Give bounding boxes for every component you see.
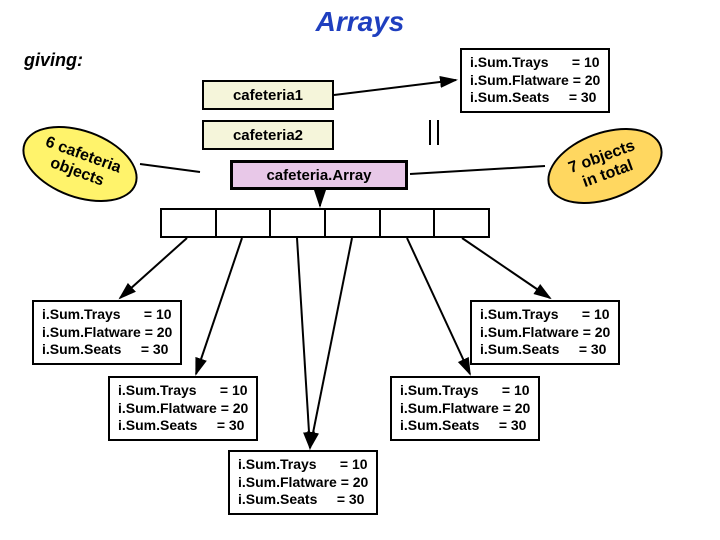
sum-line: i.Sum.Seats = 30 (470, 89, 596, 105)
sum-line: i.Sum.Trays = 10 (238, 456, 368, 472)
sum-line: i.Sum.Flatware = 20 (400, 400, 530, 416)
giving-label: giving: (24, 50, 83, 71)
sum-line: i.Sum.Flatware = 20 (238, 474, 368, 490)
sum-box: i.Sum.Trays = 10 i.Sum.Flatware = 20 i.S… (108, 376, 258, 441)
sum-line: i.Sum.Trays = 10 (400, 382, 530, 398)
sum-box: i.Sum.Trays = 10 i.Sum.Flatware = 20 i.S… (470, 300, 620, 365)
array-slot (269, 208, 324, 238)
sum-line: i.Sum.Trays = 10 (42, 306, 172, 322)
sum-line: i.Sum.Trays = 10 (470, 54, 600, 70)
sum-line: i.Sum.Seats = 30 (480, 341, 606, 357)
sum-line: i.Sum.Seats = 30 (400, 417, 526, 433)
callout-7-objects: 7 objects in total (537, 114, 673, 219)
sum-line: i.Sum.Seats = 30 (42, 341, 168, 357)
sum-line: i.Sum.Flatware = 20 (42, 324, 172, 340)
page-title: Arrays (0, 6, 720, 38)
array-slot (433, 208, 490, 238)
array-slot (324, 208, 379, 238)
callout-6-objects: 6 cafeteria objects (12, 112, 148, 217)
sum-line: i.Sum.Trays = 10 (118, 382, 248, 398)
cafeteria2-box: cafeteria2 (202, 120, 334, 150)
sum-box: i.Sum.Trays = 10 i.Sum.Flatware = 20 i.S… (390, 376, 540, 441)
array-slot (215, 208, 270, 238)
cafeteria1-box: cafeteria1 (202, 80, 334, 110)
sum-line: i.Sum.Flatware = 20 (118, 400, 248, 416)
sum-line: i.Sum.Seats = 30 (238, 491, 364, 507)
array-slot (160, 208, 215, 238)
sum-line: i.Sum.Flatware = 20 (480, 324, 610, 340)
sum-box: i.Sum.Trays = 10 i.Sum.Flatware = 20 i.S… (228, 450, 378, 515)
cafeteria-array-box: cafeteria.Array (230, 160, 408, 190)
sum-line: i.Sum.Flatware = 20 (470, 72, 600, 88)
sum-line: i.Sum.Trays = 10 (480, 306, 610, 322)
array-slot (379, 208, 434, 238)
array-slots (160, 208, 490, 238)
sum-box: i.Sum.Trays = 10 i.Sum.Flatware = 20 i.S… (32, 300, 182, 365)
sum-box-top: i.Sum.Trays = 10 i.Sum.Flatware = 20 i.S… (460, 48, 610, 113)
sum-line: i.Sum.Seats = 30 (118, 417, 244, 433)
